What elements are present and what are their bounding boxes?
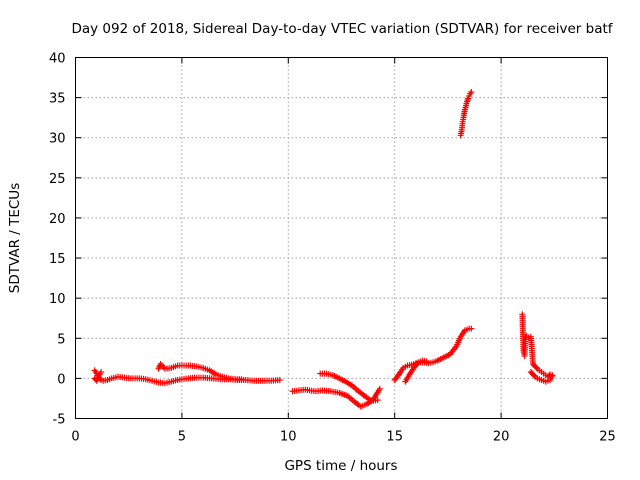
x-tick-label: 10: [280, 430, 297, 445]
y-tick-label: 35: [49, 92, 66, 107]
y-axis-label: SDTVAR / TECUs: [7, 183, 23, 293]
chart-title: Day 092 of 2018, Sidereal Day-to-day VTE…: [71, 21, 613, 37]
data-point: [468, 88, 475, 95]
grid: [75, 57, 608, 419]
x-tick-label: 0: [71, 430, 79, 445]
data-point: [423, 358, 430, 365]
y-tick-label: 15: [49, 252, 66, 267]
data-point: [374, 397, 381, 404]
x-axis-label: GPS time / hours: [284, 458, 397, 474]
data-point: [549, 372, 556, 379]
data-point: [98, 368, 105, 375]
y-tick-label: 10: [49, 292, 66, 307]
x-tick-label: 20: [493, 430, 510, 445]
data-points: [91, 88, 556, 410]
x-tick-label: 5: [178, 430, 186, 445]
y-tick-label: 30: [49, 132, 66, 147]
y-tick-label: -5: [53, 413, 66, 428]
y-tick-label: 0: [57, 372, 65, 387]
x-tick-label: 25: [599, 430, 616, 445]
y-tick-label: 25: [49, 172, 66, 187]
y-tick-label: 40: [49, 52, 66, 67]
data-point: [238, 376, 245, 383]
y-tick-label: 5: [57, 332, 65, 347]
data-point: [468, 325, 475, 332]
data-point: [533, 364, 540, 371]
data-point: [376, 385, 383, 392]
axis-ticks: 0 5 10 15 20 25 -5 0 5 10 15 20 25 30 35 40: [49, 52, 616, 445]
data-point: [276, 376, 283, 383]
data-point: [531, 372, 538, 379]
plot-frame: [75, 57, 608, 419]
y-tick-label: 20: [49, 212, 66, 227]
x-tick-label: 15: [386, 430, 403, 445]
